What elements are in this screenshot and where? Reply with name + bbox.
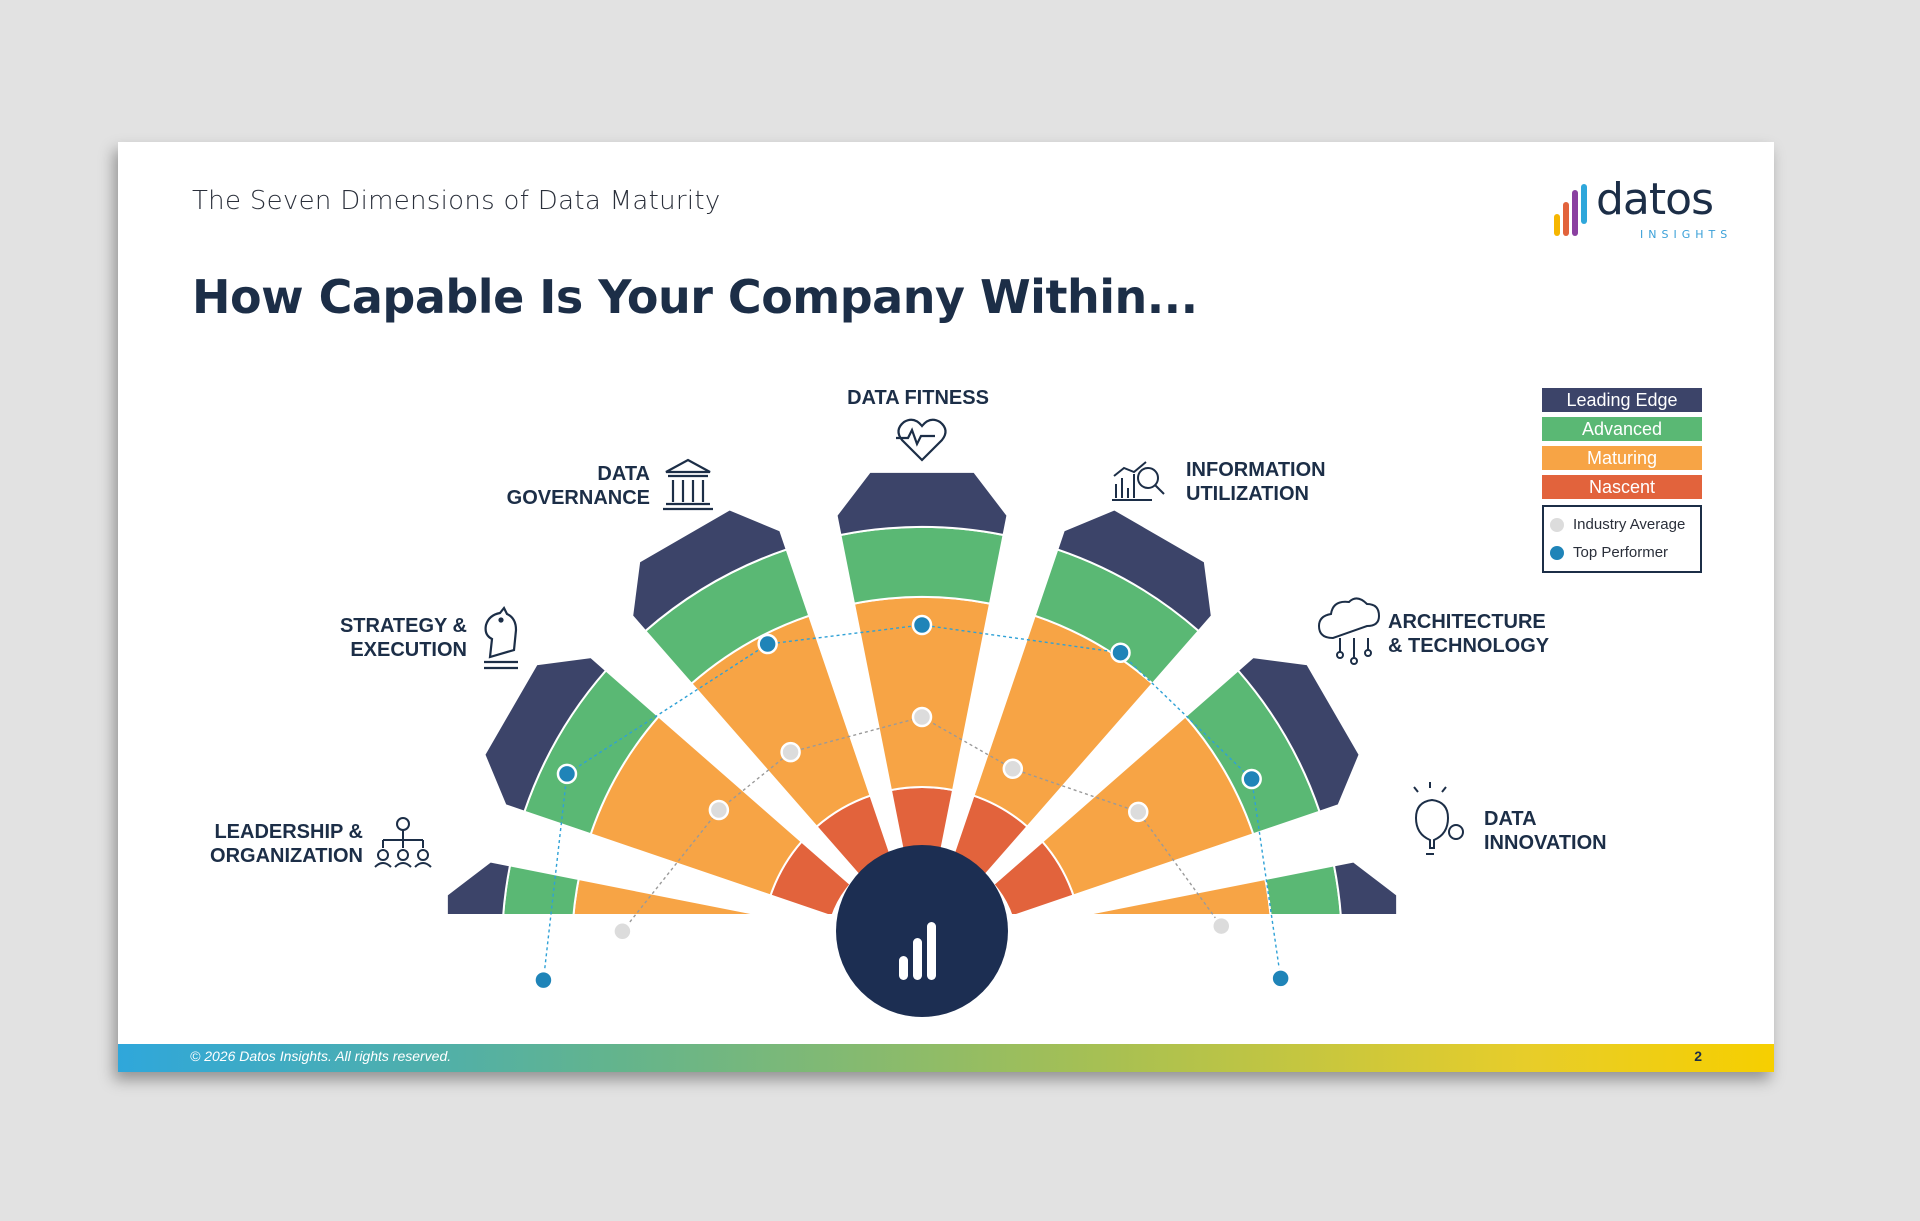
sector-1-ring-3 [483, 656, 608, 813]
industry-average-dot-4 [1002, 758, 1024, 780]
dimension-architecture-line2: & TECHNOLOGY [1388, 635, 1550, 657]
dimension-governance: DATA GOVERNANCE [507, 458, 713, 511]
top-performer-dot-0 [533, 969, 554, 991]
dimension-strategy-line1: STRATEGY & [340, 615, 467, 637]
top-performer-dot-icon [1550, 546, 1564, 560]
lightbulb-gear-icon [1413, 782, 1464, 855]
sector-3-ring-3 [835, 470, 1009, 537]
dimension-innovation-line2: INNOVATION [1484, 832, 1607, 854]
dimension-strategy: STRATEGY & EXECUTION [340, 605, 518, 670]
legend: Leading Edge Advanced Maturing Nascent I… [1542, 388, 1702, 573]
top-performer-dot-2 [757, 633, 778, 655]
hub-circle [836, 845, 1008, 1017]
dimension-fitness: DATA FITNESS [847, 387, 989, 462]
top-performer-dot-5 [1241, 768, 1262, 790]
sector-5-ring-3 [1236, 656, 1361, 813]
legend-industry-average: Industry Average [1550, 511, 1694, 539]
slide-subtitle: The Seven Dimensions of Data Maturity [192, 186, 721, 216]
analytics-icon [1112, 461, 1165, 501]
dots-group [533, 614, 1291, 991]
top-performer-dot-6 [1270, 968, 1291, 989]
dimension-information-line1: INFORMATION [1186, 459, 1326, 481]
industry-average-dot-5 [1128, 801, 1149, 823]
legend-advanced: Advanced [1542, 417, 1702, 441]
dimension-innovation-line1: DATA [1484, 808, 1537, 830]
sector-3-ring-0 [889, 786, 955, 855]
hub-bars-icon [899, 922, 936, 980]
legend-maturing: Maturing [1542, 446, 1702, 470]
dimension-governance-line1: DATA [597, 463, 650, 485]
logo-bars-icon [1554, 184, 1587, 236]
top-performer-dot-4 [1110, 642, 1131, 663]
industry-average-dot-3 [911, 706, 933, 728]
industry-average-dot-1 [708, 799, 730, 821]
dimension-fitness-line1: DATA FITNESS [847, 387, 989, 409]
footer-copyright: © 2026 Datos Insights. All rights reserv… [190, 1048, 452, 1064]
legend-leading-edge: Leading Edge [1542, 388, 1702, 412]
legend-top-performer: Top Performer [1550, 539, 1694, 567]
dimension-governance-line2: GOVERNANCE [507, 487, 650, 509]
labels-group: LEADERSHIP & ORGANIZATION STRATEGY & EXE… [210, 387, 1607, 868]
maturity-diagram: LEADERSHIP & ORGANIZATION STRATEGY & EXE… [118, 387, 1774, 1044]
sector-2-ring-3 [631, 508, 788, 633]
industry-average-dot-0 [612, 921, 633, 942]
top-performer-dot-3 [911, 614, 933, 636]
dimension-leadership-line1: LEADERSHIP & [214, 821, 363, 843]
dimension-innovation: DATA INNOVATION [1413, 782, 1607, 855]
dimension-information: INFORMATION UTILIZATION [1112, 459, 1326, 505]
slide: The Seven Dimensions of Data Maturity Ho… [118, 142, 1774, 1072]
legend-markers: Industry Average Top Performer [1542, 505, 1702, 573]
sectors-group [118, 470, 1774, 1044]
slide-title: How Capable Is Your Company Within... [192, 270, 1198, 324]
hub-group [836, 845, 1008, 1017]
dimension-architecture: ARCHITECTURE & TECHNOLOGY [1317, 597, 1550, 665]
industry-average-dot-icon [1550, 518, 1564, 532]
legend-industry-average-label: Industry Average [1573, 516, 1686, 533]
industry-average-dot-2 [780, 741, 801, 763]
cloud-network-icon [1317, 597, 1381, 665]
building-columns-icon [663, 458, 713, 511]
dimension-architecture-line1: ARCHITECTURE [1388, 611, 1546, 633]
legend-top-performer-label: Top Performer [1573, 544, 1669, 561]
datos-logo: datos INSIGHTS [1546, 164, 1727, 244]
top-performer-dot-1 [556, 763, 578, 785]
logo-sub: INSIGHTS [1640, 228, 1733, 241]
dimension-strategy-line2: EXECUTION [350, 639, 467, 661]
industry-average-dot-6 [1211, 915, 1232, 937]
dimension-leadership: LEADERSHIP & ORGANIZATION [210, 817, 432, 868]
sector-3-ring-2 [839, 526, 1005, 605]
footer-bar: © 2026 Datos Insights. All rights reserv… [118, 1044, 1774, 1072]
legend-nascent: Nascent [1542, 475, 1702, 499]
chess-knight-icon [484, 605, 518, 670]
page-number: 2 [1694, 1048, 1702, 1064]
logo-word: datos [1596, 174, 1714, 225]
heart-pulse-icon [896, 418, 947, 462]
dimension-leadership-line2: ORGANIZATION [210, 845, 363, 867]
org-chart-icon [374, 817, 432, 868]
dimension-information-line2: UTILIZATION [1186, 483, 1309, 505]
sector-4-ring-3 [1056, 508, 1213, 633]
